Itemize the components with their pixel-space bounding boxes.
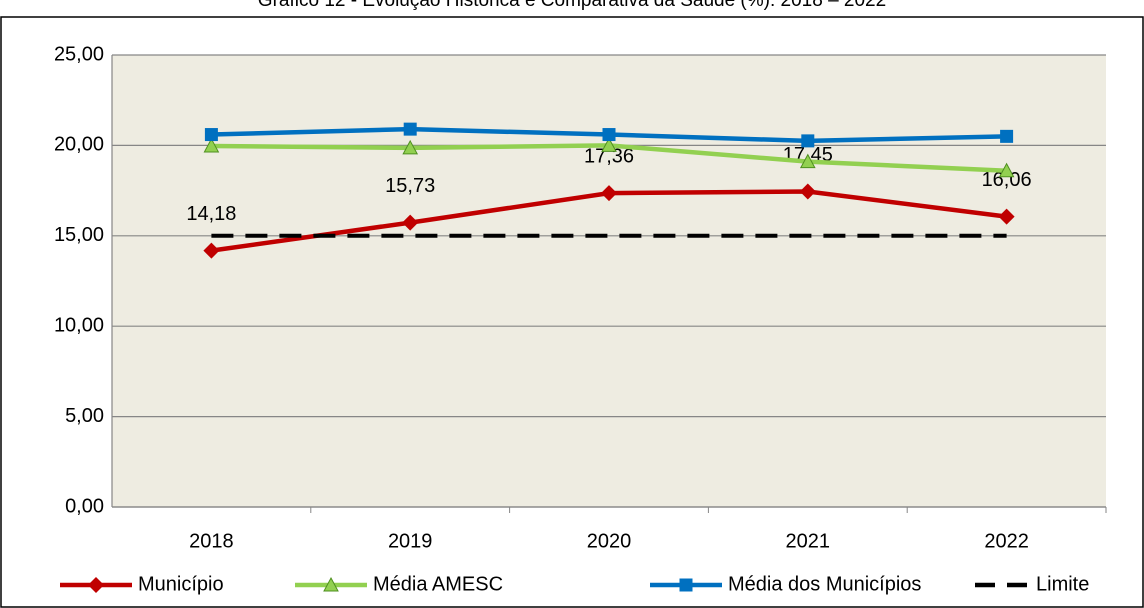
y-tick-label: 5,00 xyxy=(65,405,104,427)
x-tick-label: 2020 xyxy=(587,530,632,552)
point-marker xyxy=(799,153,816,169)
legend-marker xyxy=(679,578,693,592)
point-marker xyxy=(601,137,617,152)
legend-label: Município xyxy=(138,573,224,595)
point-marker xyxy=(799,183,816,200)
point-marker xyxy=(998,208,1015,225)
y-tick-label: 25,00 xyxy=(54,43,104,65)
y-tick-label: 20,00 xyxy=(54,134,104,156)
x-tick-label: 2019 xyxy=(388,530,433,552)
point-marker xyxy=(801,134,815,148)
point-marker xyxy=(203,242,220,259)
point-marker xyxy=(402,139,419,155)
legend-label: Média AMESC xyxy=(373,573,503,595)
x-tick-label: 2021 xyxy=(786,530,831,552)
legend-label: Limite xyxy=(1036,573,1089,595)
plot-area xyxy=(112,55,1106,507)
point-marker xyxy=(602,128,616,142)
legend-label: Média dos Municípios xyxy=(728,573,921,595)
legend-marker xyxy=(88,577,104,593)
point-marker xyxy=(1000,129,1014,143)
point-marker xyxy=(204,128,218,142)
data-label: 16,06 xyxy=(982,169,1032,191)
data-label: 15,73 xyxy=(385,175,435,197)
point-marker xyxy=(203,137,220,153)
point-marker xyxy=(403,122,417,136)
data-label: 17,36 xyxy=(584,145,634,167)
chart-title: Gráfico 12 - Evolução Histórica e Compar… xyxy=(258,0,886,11)
legend-marker xyxy=(323,576,339,592)
x-tick-label: 2022 xyxy=(984,530,1029,552)
y-tick-label: 10,00 xyxy=(54,314,104,336)
point-marker xyxy=(402,214,419,231)
point-marker xyxy=(998,162,1015,178)
point-marker xyxy=(601,185,617,202)
y-tick-label: 15,00 xyxy=(54,224,104,246)
data-label: 14,18 xyxy=(186,203,236,225)
x-tick-label: 2018 xyxy=(189,530,234,552)
y-tick-label: 0,00 xyxy=(65,495,104,517)
